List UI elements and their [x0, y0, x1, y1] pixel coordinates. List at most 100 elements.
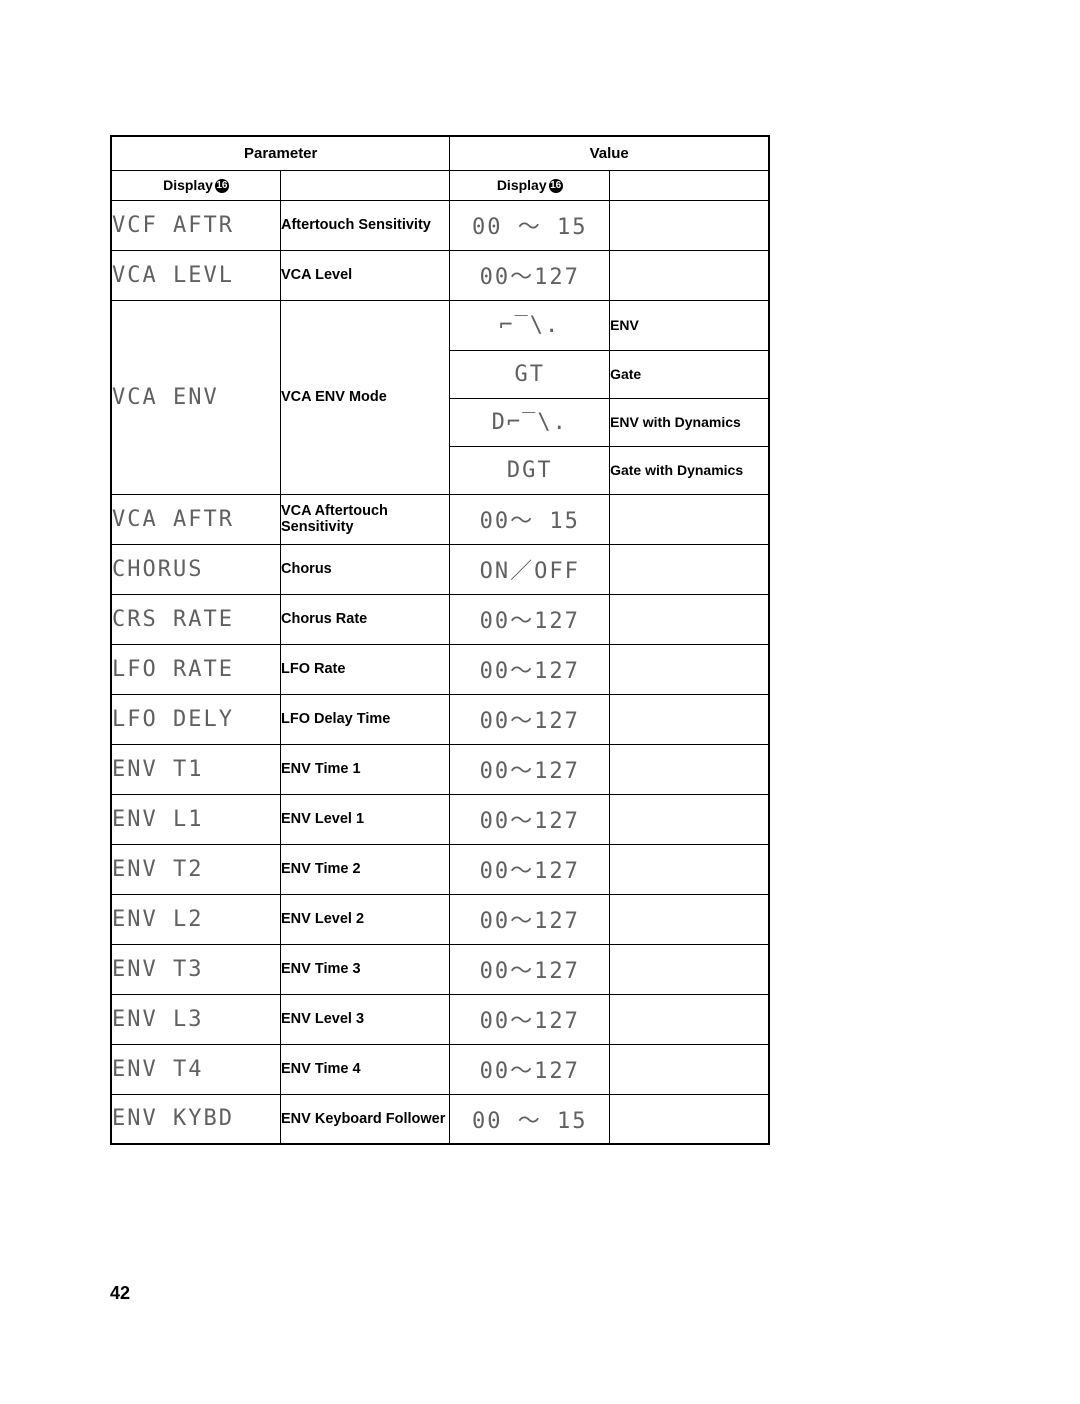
display-param-cell: ENV L3 [111, 994, 281, 1044]
header-value: Value [450, 136, 769, 170]
display-value-cell: 00～127 [450, 1044, 610, 1094]
display-value-cell: 00～127 [450, 994, 610, 1044]
table-row: ENV T1ENV Time 100～127 [111, 744, 769, 794]
display-param-cell: VCF AFTR [111, 200, 281, 250]
table-row: LFO RATELFO Rate00～127 [111, 644, 769, 694]
description-cell: ENV Level 1 [281, 794, 450, 844]
display-param-cell: ENV L1 [111, 794, 281, 844]
meaning-cell: ENV [610, 300, 769, 350]
display-value-cell: 00～127 [450, 250, 610, 300]
description-cell: Chorus [281, 544, 450, 594]
meaning-cell [610, 1094, 769, 1144]
display-param-cell: ENV T1 [111, 744, 281, 794]
meaning-cell [610, 694, 769, 744]
display-value-cell: ⌐‾\. [450, 300, 610, 350]
display-param-cell: LFO RATE [111, 644, 281, 694]
display-param-cell: LFO DELY [111, 694, 281, 744]
display-value-cell: 00～127 [450, 694, 610, 744]
display-value-cell: 00～127 [450, 644, 610, 694]
meaning-cell [610, 250, 769, 300]
page-number: 42 [110, 1283, 130, 1304]
meaning-cell: Gate with Dynamics [610, 446, 769, 494]
display-param-cell: VCA AFTR [111, 494, 281, 544]
display-value-cell: 00～127 [450, 794, 610, 844]
table-row: ENV L1ENV Level 100～127 [111, 794, 769, 844]
description-cell: ENV Level 2 [281, 894, 450, 944]
display-param-cell: ENV L2 [111, 894, 281, 944]
description-cell: Aftertouch Sensitivity [281, 200, 450, 250]
subheader-blank-desc [281, 170, 450, 200]
table-row: VCF AFTRAftertouch Sensitivity00 ～ 15 [111, 200, 769, 250]
description-cell: LFO Rate [281, 644, 450, 694]
page: Parameter Value Display16 Display16 VCF … [0, 0, 1080, 1404]
display-value-cell: 00～ 15 [450, 494, 610, 544]
meaning-cell [610, 494, 769, 544]
table-row: VCA AFTRVCA Aftertouch Sensitivity00～ 15 [111, 494, 769, 544]
display-value-cell: 00～127 [450, 844, 610, 894]
circled-number-icon: 16 [215, 179, 229, 193]
table-row: ENV L2ENV Level 200～127 [111, 894, 769, 944]
display-value-cell: 00～127 [450, 944, 610, 994]
circled-number-icon: 16 [549, 179, 563, 193]
display-value-cell: 00～127 [450, 594, 610, 644]
display-value-cell: 00～127 [450, 744, 610, 794]
description-cell: VCA ENV Mode [281, 300, 450, 494]
meaning-cell [610, 200, 769, 250]
subheader-display-param: Display16 [111, 170, 281, 200]
display-param-cell: ENV T2 [111, 844, 281, 894]
display-param-cell: ENV T3 [111, 944, 281, 994]
meaning-cell [610, 1044, 769, 1094]
table-row: ENV T3ENV Time 300～127 [111, 944, 769, 994]
description-cell: ENV Time 3 [281, 944, 450, 994]
table-row: ENV T4ENV Time 400～127 [111, 1044, 769, 1094]
description-cell: ENV Keyboard Follower [281, 1094, 450, 1144]
meaning-cell [610, 994, 769, 1044]
table-row: CHORUSChorusON／OFF [111, 544, 769, 594]
table-header-row: Parameter Value [111, 136, 769, 170]
display-label: Display [497, 177, 547, 193]
display-value-cell: ON／OFF [450, 544, 610, 594]
display-param-cell: VCA LEVL [111, 250, 281, 300]
subheader-blank-meaning [610, 170, 769, 200]
table-body: VCF AFTRAftertouch Sensitivity00 ～ 15VCA… [111, 200, 769, 1144]
display-value-cell: 00～127 [450, 894, 610, 944]
display-param-cell: VCA ENV [111, 300, 281, 494]
table-row: VCA ENVVCA ENV Mode⌐‾\.ENV [111, 300, 769, 350]
table-row: LFO DELYLFO Delay Time00～127 [111, 694, 769, 744]
meaning-cell [610, 594, 769, 644]
meaning-cell: Gate [610, 350, 769, 398]
description-cell: ENV Level 3 [281, 994, 450, 1044]
header-parameter: Parameter [111, 136, 450, 170]
display-param-cell: CHORUS [111, 544, 281, 594]
table-subheader-row: Display16 Display16 [111, 170, 769, 200]
meaning-cell [610, 944, 769, 994]
display-value-cell: 00 ～ 15 [450, 1094, 610, 1144]
table-row: VCA LEVLVCA Level00～127 [111, 250, 769, 300]
table-row: ENV T2ENV Time 200～127 [111, 844, 769, 894]
display-value-cell: GT [450, 350, 610, 398]
display-value-cell: D⌐‾\. [450, 398, 610, 446]
display-param-cell: ENV KYBD [111, 1094, 281, 1144]
display-value-cell: DGT [450, 446, 610, 494]
description-cell: ENV Time 2 [281, 844, 450, 894]
meaning-cell [610, 794, 769, 844]
description-cell: VCA Level [281, 250, 450, 300]
meaning-cell: ENV with Dynamics [610, 398, 769, 446]
subheader-display-value: Display16 [450, 170, 610, 200]
display-param-cell: ENV T4 [111, 1044, 281, 1094]
display-label: Display [163, 177, 213, 193]
meaning-cell [610, 844, 769, 894]
display-value-cell: 00 ～ 15 [450, 200, 610, 250]
table-row: ENV KYBDENV Keyboard Follower00 ～ 15 [111, 1094, 769, 1144]
meaning-cell [610, 744, 769, 794]
meaning-cell [610, 644, 769, 694]
display-param-cell: CRS RATE [111, 594, 281, 644]
table-row: CRS RATEChorus Rate00～127 [111, 594, 769, 644]
meaning-cell [610, 544, 769, 594]
description-cell: Chorus Rate [281, 594, 450, 644]
table-row: ENV L3ENV Level 300～127 [111, 994, 769, 1044]
description-cell: VCA Aftertouch Sensitivity [281, 494, 450, 544]
meaning-cell [610, 894, 769, 944]
parameter-table: Parameter Value Display16 Display16 VCF … [110, 135, 770, 1145]
description-cell: LFO Delay Time [281, 694, 450, 744]
